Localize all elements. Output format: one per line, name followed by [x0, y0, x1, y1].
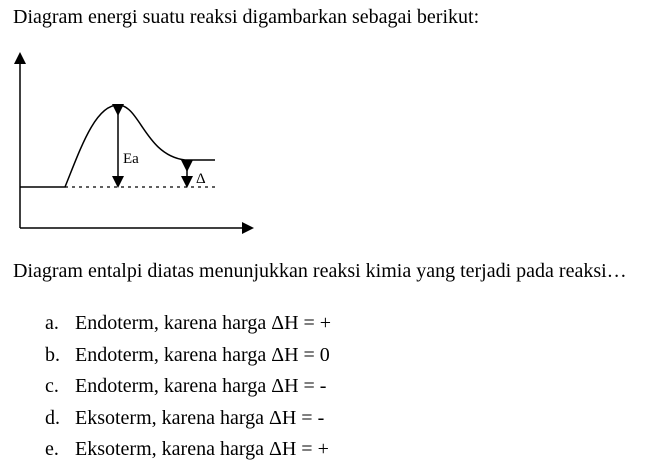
option-text: Endoterm, karena harga ΔH = -	[75, 375, 327, 397]
option-letter: d.	[45, 406, 60, 429]
intro: Diagram energi suatu reaksi digambarkan …	[13, 6, 480, 28]
energy-diagram: Ea Δ	[14, 52, 254, 234]
option: b. Endoterm, karena harga ΔH = 0	[45, 344, 330, 367]
question: Diagram entalpi diatas menunjukkan reaks…	[13, 260, 627, 282]
option: e. Eksoterm, karena harga ΔH = +	[45, 438, 329, 461]
option-text: Endoterm, karena harga ΔH = 0	[75, 343, 330, 366]
ea-label: Ea	[123, 151, 139, 167]
option-text: Eksoterm, karena harga ΔH = -	[75, 406, 325, 429]
option: c. Endoterm, karena harga ΔH = -	[45, 375, 326, 398]
option-letter: c.	[45, 375, 59, 397]
option-text: Endoterm, karena harga ΔH = +	[75, 312, 332, 334]
option: d. Eksoterm, karena harga ΔH = -	[45, 407, 324, 430]
option: a. Endoterm, karena harga ΔH = +	[45, 312, 331, 335]
option-letter: b.	[45, 343, 60, 366]
option-letter: a.	[45, 312, 59, 334]
option-letter: e.	[45, 438, 59, 460]
option-text: Eksoterm, karena harga ΔH = +	[75, 438, 329, 460]
delta-label: Δ	[196, 171, 206, 187]
